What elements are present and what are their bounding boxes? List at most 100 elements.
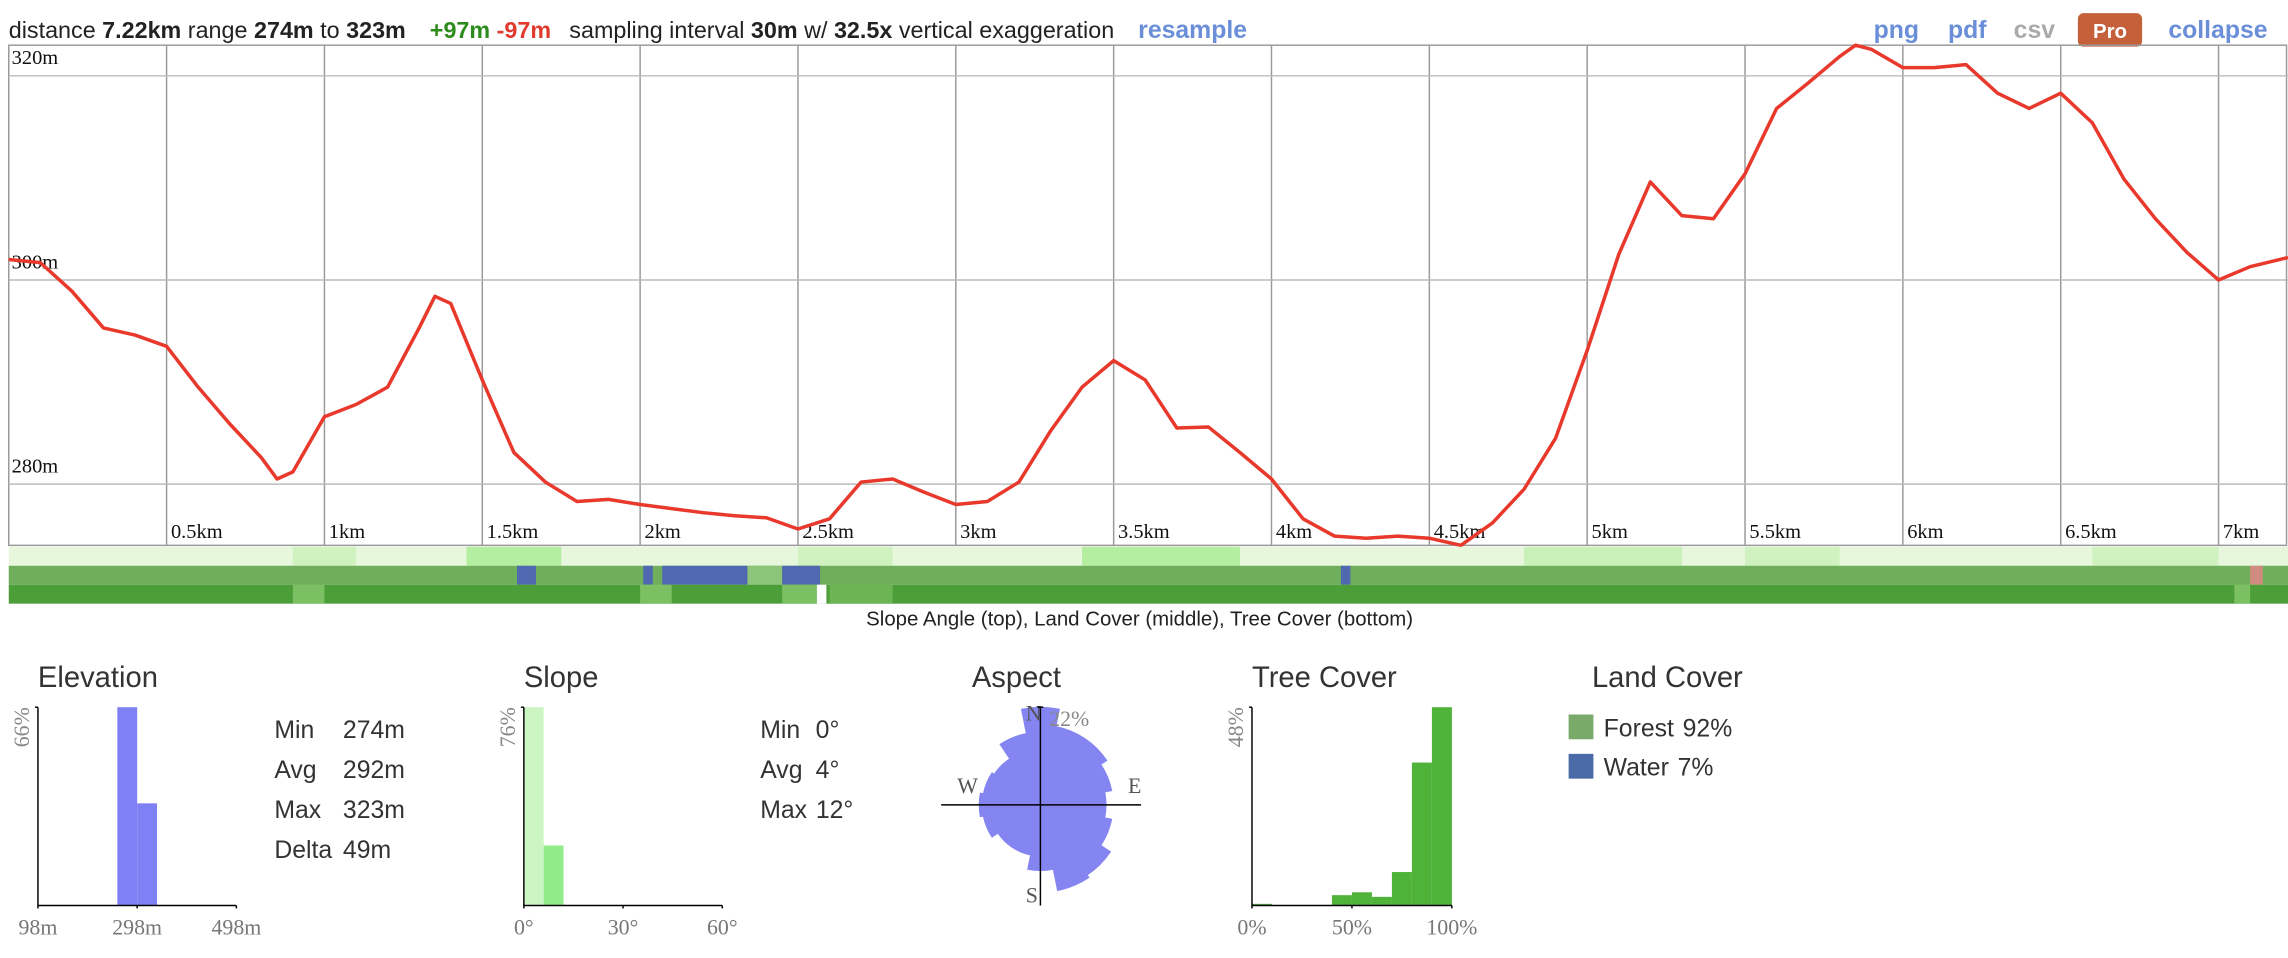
label: range [188, 17, 248, 43]
x-tick-label: 0° [514, 916, 534, 940]
x-tick-label: 7km [2223, 521, 2259, 543]
histogram-bar [1351, 892, 1372, 906]
x-tick-label: 3.5km [1118, 521, 1170, 543]
histogram-bar [137, 803, 158, 906]
strip-segment [662, 565, 748, 585]
x-tick-label: 2.5km [802, 521, 854, 543]
stat-label: Delta [274, 837, 332, 864]
legend-entry: Forest 92% [1604, 715, 1733, 742]
value: 323m [346, 17, 406, 43]
value: 274m [254, 17, 314, 43]
legend-percent: 7% [1678, 755, 1714, 782]
loss: -97m [497, 17, 551, 43]
strip-row [8, 584, 2288, 604]
histogram-bar [1411, 762, 1432, 906]
x-tick-label: 100% [1426, 916, 1477, 940]
pdf-link[interactable]: pdf [1948, 17, 1987, 44]
x-tick-label: 0.5km [171, 521, 223, 543]
value: 7.22km [102, 17, 181, 43]
x-tick-label: 60° [707, 916, 738, 940]
strip-segment [797, 546, 893, 566]
histogram-bar [1431, 707, 1452, 906]
x-tick-label: 5km [1592, 521, 1628, 543]
stat-label: Max [760, 797, 807, 824]
histogram-bar [1331, 895, 1352, 906]
strip-segment [292, 584, 325, 604]
stat-value: 49m [343, 837, 391, 864]
label: distance [9, 17, 96, 43]
panel-title: Elevation [38, 662, 158, 694]
pro-label[interactable]: Pro [2093, 21, 2127, 43]
strip-segment [517, 565, 536, 585]
y-tick-label: 280m [12, 455, 59, 477]
label: w/ [803, 17, 828, 43]
x-tick-label: 0% [1237, 916, 1266, 940]
x-tick-label: 6.5km [2065, 521, 2117, 543]
aspect-petal [982, 772, 1041, 806]
strip-segment [782, 584, 817, 604]
strip-segment [1082, 546, 1240, 566]
x-tick-label: 1km [329, 521, 365, 543]
png-link[interactable]: png [1874, 17, 1919, 44]
compass-label: N [1026, 701, 1042, 725]
strip-segment [292, 546, 357, 566]
stat-value: 4° [816, 757, 840, 784]
stat-label: Min [760, 717, 800, 744]
y-tick-label: 320m [12, 47, 59, 69]
csv-link[interactable]: csv [2014, 17, 2056, 44]
label: vertical exaggeration [899, 17, 1114, 43]
panel-title: Aspect [972, 662, 1061, 694]
histogram-bar [117, 707, 138, 906]
label: sampling interval [569, 17, 744, 43]
radial-tick-label: 22% [1049, 707, 1089, 731]
x-tick-label: 1.5km [487, 521, 539, 543]
value: 30m [751, 17, 798, 43]
compass-label: S [1026, 884, 1038, 908]
compass-label: E [1128, 774, 1141, 798]
value: 32.5x [834, 17, 892, 43]
resample-link[interactable]: resample [1138, 17, 1247, 44]
label: to [320, 17, 339, 43]
strip-row [8, 565, 2288, 585]
strip-segment [1745, 546, 1840, 566]
strip-segment [1524, 546, 1682, 566]
aspect-petal [1040, 804, 1090, 892]
histogram-bar [523, 707, 544, 906]
histogram-bar [543, 845, 564, 906]
aspect-petal [1040, 763, 1113, 806]
gain: +97m [430, 17, 490, 43]
legend-swatch [1568, 753, 1594, 779]
strip-segment [466, 546, 562, 566]
strip-segment [2092, 546, 2219, 566]
histogram-bar [1251, 903, 1272, 906]
panel-title: Tree Cover [1252, 662, 1397, 694]
collapse-link[interactable]: collapse [2168, 17, 2267, 44]
stat-label: Avg [274, 757, 316, 784]
x-tick-label: 30° [608, 916, 639, 940]
stat-label: Max [274, 797, 321, 824]
strip-segment [2234, 584, 2251, 604]
strip-segment [2250, 565, 2263, 585]
strip-segment [782, 565, 821, 585]
x-tick-label: 5.5km [1749, 521, 1801, 543]
x-tick-label: 98m [18, 916, 57, 940]
x-tick-label: 2km [645, 521, 681, 543]
histogram-bar [1391, 872, 1412, 906]
stat-value: 12° [816, 797, 853, 824]
x-tick-label: 298m [112, 916, 162, 940]
stat-value: 274m [343, 717, 405, 744]
strip-segment [1340, 565, 1351, 585]
panel-title: Land Cover [1592, 662, 1743, 694]
legend-percent: 92% [1683, 715, 1733, 742]
x-tick-label: 498m [211, 916, 261, 940]
stat-label: Avg [760, 757, 802, 784]
x-tick-label: 4km [1276, 521, 1312, 543]
stat-value: 292m [343, 757, 405, 784]
legend-swatch [1568, 714, 1594, 740]
pro-badge[interactable] [2077, 13, 2143, 47]
legend-name: Forest [1604, 715, 1674, 742]
y-tick-label: 48% [1224, 707, 1248, 747]
plot-frame [8, 44, 2288, 547]
